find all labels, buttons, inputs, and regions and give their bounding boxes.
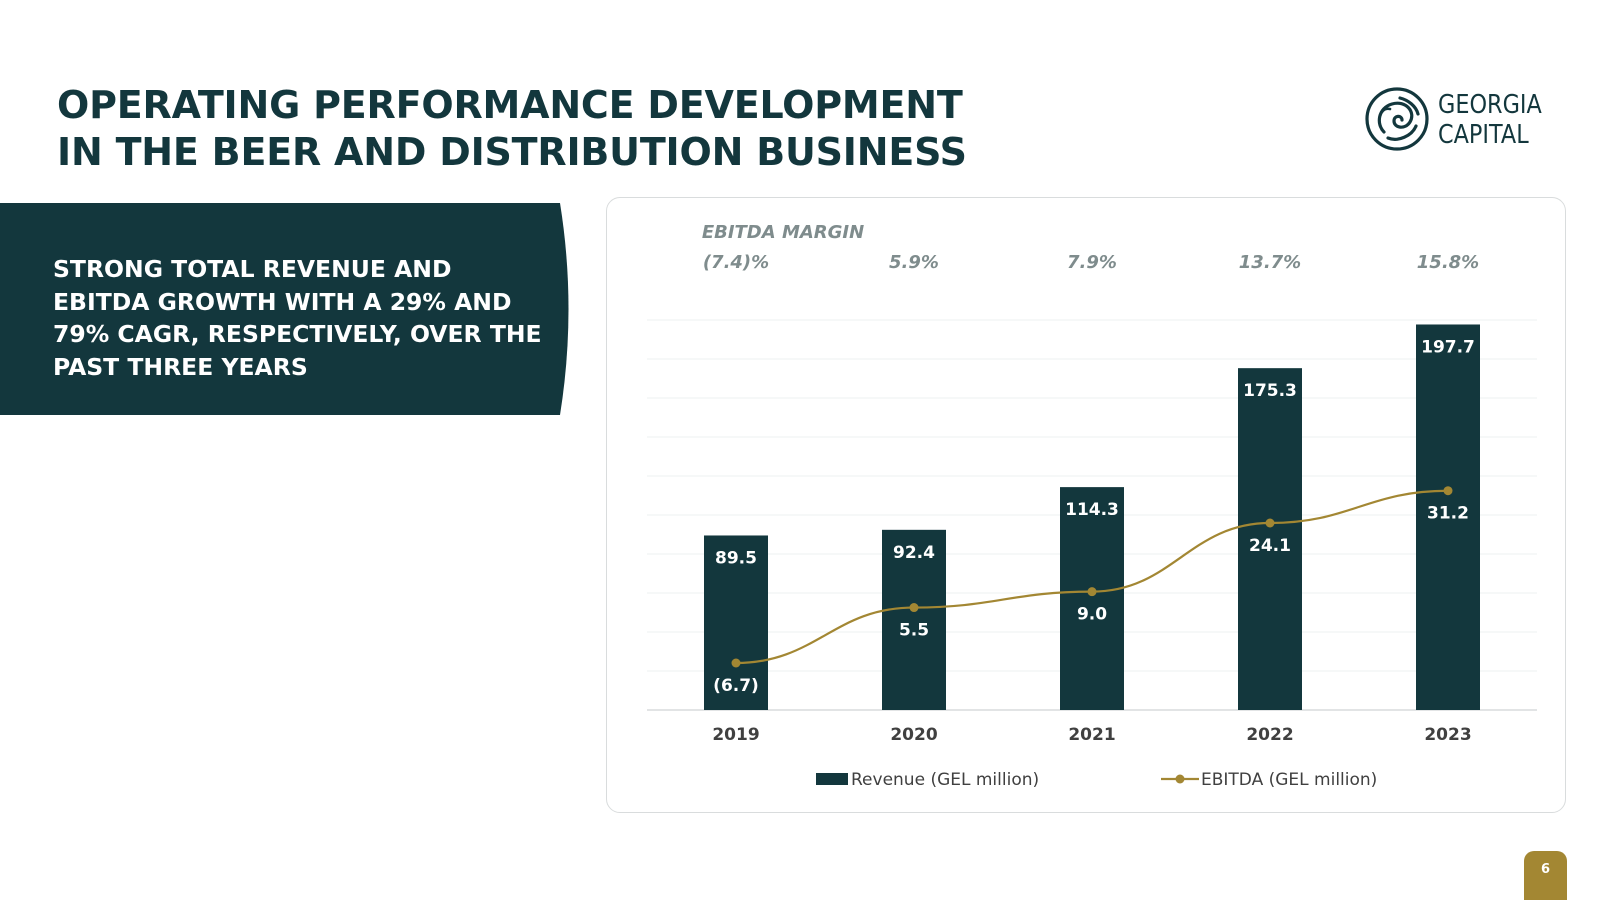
page-number: 6 bbox=[1540, 862, 1551, 877]
ebitda-margin-header: EBITDA MARGIN bbox=[702, 222, 864, 243]
x-tick-2022: 2022 bbox=[1246, 725, 1293, 745]
revenue-ebitda-chart: EBITDA MARGIN (7.4)% 5.9% 7.9% 13.7% 15.8% 89.… bbox=[647, 222, 1537, 790]
banner-line-3: 79% CAGR, RESPECTIVELY, OVER THE bbox=[53, 320, 542, 348]
page-number-tab: 6 bbox=[1524, 851, 1567, 900]
ebitda-label-2019: (6.7) bbox=[713, 676, 759, 696]
slide-title: OPERATING PERFORMANCE DEVELOPMENT IN THE… bbox=[57, 82, 1017, 176]
revenue-label-2019: 89.5 bbox=[715, 548, 757, 568]
revenue-bar-2020 bbox=[882, 529, 946, 710]
legend-revenue-label: Revenue (GEL million) bbox=[851, 770, 1039, 790]
revenue-label-2020: 92.4 bbox=[893, 543, 935, 563]
revenue-label-2022: 175.3 bbox=[1243, 381, 1297, 401]
x-tick-2023: 2023 bbox=[1424, 725, 1471, 745]
ebitda-point-2022 bbox=[1265, 518, 1275, 528]
slide-title-line-2: IN THE BEER AND DISTRIBUTION BUSINESS bbox=[57, 130, 967, 174]
georgia-capital-logo: GEORGIA CAPITAL bbox=[1364, 86, 1564, 156]
legend-ebitda-marker bbox=[1175, 774, 1185, 784]
logo-wordmark: GEORGIA CAPITAL bbox=[1438, 90, 1542, 150]
banner-shape bbox=[0, 203, 569, 415]
ebitda-point-2019 bbox=[731, 658, 741, 668]
revenue-bar-2022 bbox=[1238, 368, 1302, 710]
ebitda-margin-2019: (7.4)% bbox=[703, 252, 769, 273]
ebitda-label-2020: 5.5 bbox=[899, 621, 929, 641]
logo-emblem-icon bbox=[1365, 87, 1429, 151]
ebitda-margin-2023: 15.8% bbox=[1417, 252, 1479, 273]
x-tick-2020: 2020 bbox=[890, 725, 937, 745]
ebitda-margin-2020: 5.9% bbox=[889, 252, 939, 273]
ebitda-margin-2021: 7.9% bbox=[1067, 252, 1117, 273]
logo-line-1: GEORGIA bbox=[1438, 90, 1542, 120]
slide-title-line-1: OPERATING PERFORMANCE DEVELOPMENT bbox=[57, 83, 963, 127]
banner-line-1: STRONG TOTAL REVENUE AND bbox=[53, 255, 452, 283]
ebitda-point-2021 bbox=[1087, 587, 1097, 597]
banner-text: STRONG TOTAL REVENUE AND EBITDA GROWTH W… bbox=[53, 253, 553, 383]
ebitda-margin-2022: 13.7% bbox=[1239, 252, 1301, 273]
chart-card: EBITDA MARGIN (7.4)% 5.9% 7.9% 13.7% 15.8% 89.… bbox=[606, 197, 1566, 813]
revenue-label-2021: 114.3 bbox=[1065, 500, 1119, 520]
revenue-label-2023: 197.7 bbox=[1421, 337, 1475, 357]
legend-ebitda-label: EBITDA (GEL million) bbox=[1201, 770, 1377, 790]
ebitda-label-2022: 24.1 bbox=[1249, 536, 1291, 556]
banner-line-2: EBITDA GROWTH WITH A 29% AND bbox=[53, 287, 512, 316]
ebitda-label-2021: 9.0 bbox=[1077, 605, 1107, 625]
ebitda-point-2023 bbox=[1443, 486, 1453, 496]
banner-line-4: PAST THREE YEARS bbox=[53, 352, 308, 381]
x-tick-2021: 2021 bbox=[1068, 725, 1115, 745]
ebitda-label-2023: 31.2 bbox=[1427, 504, 1469, 524]
revenue-bar-2019 bbox=[704, 535, 768, 710]
legend-revenue-swatch bbox=[816, 773, 848, 785]
logo-line-2: CAPITAL bbox=[1438, 120, 1529, 150]
highlight-banner: STRONG TOTAL REVENUE AND EBITDA GROWTH W… bbox=[0, 203, 570, 415]
x-tick-2019: 2019 bbox=[712, 725, 759, 745]
revenue-bar-2023 bbox=[1416, 324, 1480, 710]
ebitda-point-2020 bbox=[909, 603, 919, 613]
revenue-bar-2021 bbox=[1060, 487, 1124, 710]
